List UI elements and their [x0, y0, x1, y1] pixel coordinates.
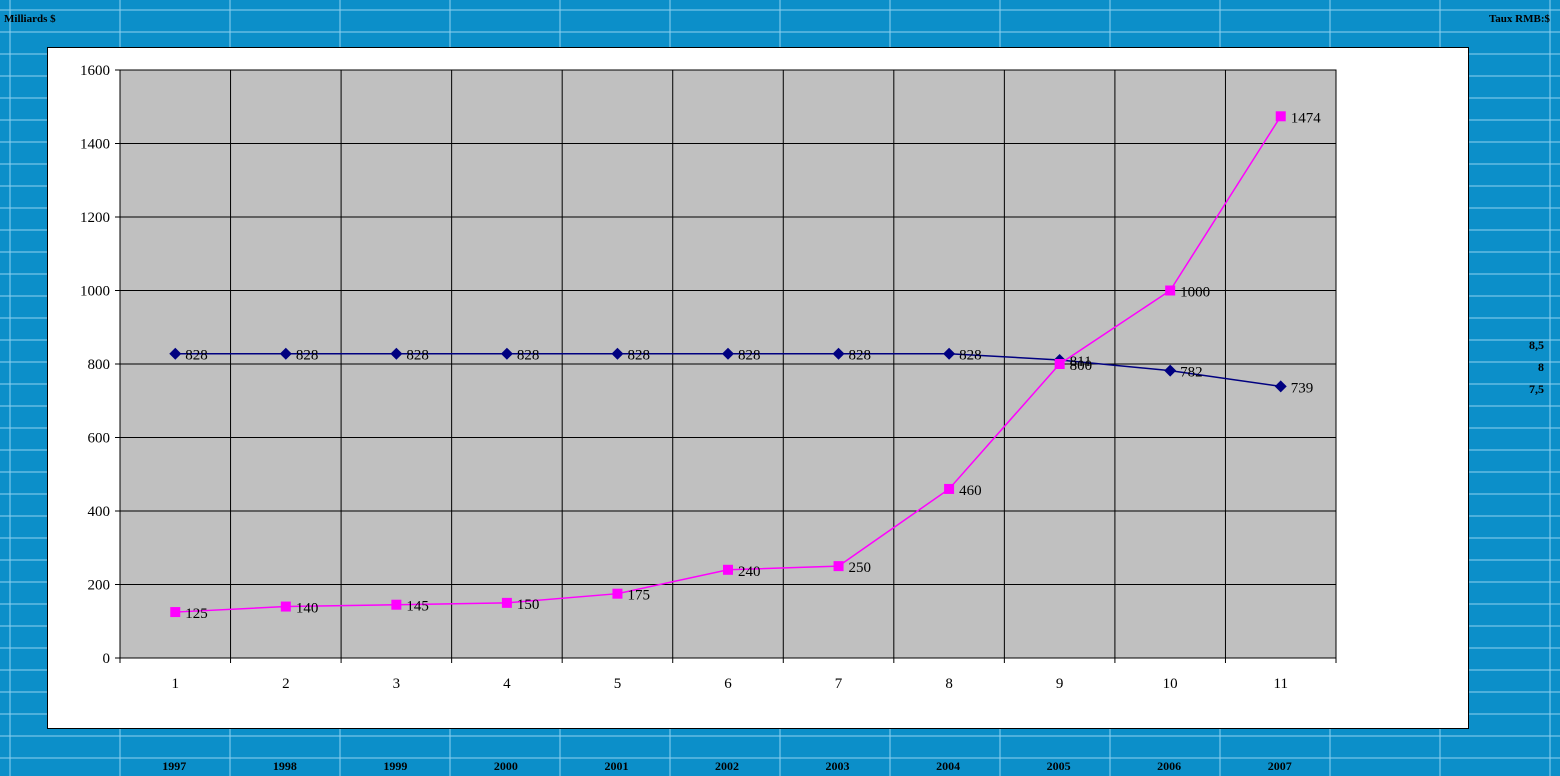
right-axis-tick-8: 8 — [1538, 360, 1544, 374]
series-2-data-label: 250 — [849, 560, 872, 576]
series-2-point — [1275, 111, 1286, 122]
x-tick-label: 6 — [724, 676, 732, 692]
series-1-point — [832, 347, 845, 360]
series-2-data-label: 240 — [738, 564, 761, 580]
series-1-point — [500, 347, 513, 360]
x-tick-label: 7 — [835, 676, 843, 692]
series-1-point — [169, 347, 182, 360]
y-tick-label: 800 — [88, 357, 111, 373]
series-2-point — [833, 561, 844, 572]
x-tick-label: 8 — [945, 676, 953, 692]
series-2-data-label: 1474 — [1291, 110, 1322, 126]
x-tick-label: 10 — [1163, 676, 1178, 692]
x-tick-label: 3 — [393, 676, 401, 692]
series-1-point — [943, 347, 956, 360]
series-1-data-label: 828 — [849, 348, 872, 364]
series-2-data-label: 145 — [406, 599, 429, 615]
series-2-point — [1165, 285, 1176, 296]
series-2-point — [501, 597, 512, 608]
series-2-point — [1054, 359, 1065, 369]
series-1-data-label: 828 — [296, 348, 319, 364]
x-tick-label: 5 — [614, 676, 622, 692]
x-tick-label: 11 — [1274, 676, 1288, 692]
y-tick-label: 600 — [88, 431, 111, 447]
right-axis-tick-8-5: 8,5 — [1529, 338, 1544, 352]
y-tick-label: 1200 — [80, 210, 110, 226]
series-1-point — [1274, 380, 1287, 393]
series-1-data-label: 828 — [185, 348, 208, 364]
series-1-point — [611, 347, 624, 360]
series-1-point — [279, 347, 292, 360]
x-tick-label: 2 — [282, 676, 290, 692]
series-1-data-label: 811 — [1070, 354, 1092, 370]
y-tick-label: 200 — [88, 578, 111, 594]
right-axis-unit-label: Taux RMB:$ — [1488, 13, 1550, 25]
y-tick-label: 1600 — [80, 63, 110, 79]
x-tick-label: 4 — [503, 676, 511, 692]
series-1-data-label: 828 — [738, 348, 761, 364]
series-2-data-label: 800 — [1070, 358, 1093, 374]
chart-panel: 0 200 400 600 800 1000 1200 1400 1600 1 2 3 4 5 6 7 8 9 10… — [47, 47, 1469, 729]
series-2-point — [612, 588, 623, 599]
series-1-data-label: 828 — [517, 348, 540, 364]
series-1-data-label: 828 — [627, 348, 650, 364]
series-2-data-label: 175 — [627, 588, 650, 604]
x-tick-label: 1 — [172, 676, 180, 692]
series-1-data-label: 782 — [1180, 365, 1203, 381]
series-2-point — [944, 483, 955, 494]
y-tick-label: 1400 — [80, 137, 110, 153]
y-tick-label: 1000 — [80, 284, 110, 300]
right-axis-tick-7-5: 7,5 — [1529, 382, 1544, 396]
series-2-point — [723, 564, 733, 575]
series-2-point — [391, 599, 402, 610]
series-2-data-label: 1000 — [1180, 285, 1210, 301]
series-1-point — [390, 347, 403, 360]
series-2-point — [170, 607, 181, 618]
series-2-point — [280, 601, 291, 612]
series-1-point — [1164, 364, 1177, 377]
series-1-data-label: 739 — [1291, 380, 1314, 396]
series-2-data-label: 150 — [517, 597, 540, 613]
series-1-data-label: 828 — [959, 348, 982, 364]
series-1-data-label: 828 — [406, 348, 429, 364]
y-tick-label: 400 — [88, 504, 111, 520]
left-axis-unit-label: Milliards $ — [4, 13, 56, 25]
x-tick-label: 9 — [1056, 676, 1064, 692]
series-1-point — [722, 347, 734, 360]
line-chart: 0 200 400 600 800 1000 1200 1400 1600 1 2 3 4 5 6 7 8 9 10… — [80, 63, 1337, 692]
series-2-data-label: 140 — [296, 601, 319, 617]
series-2-data-label: 460 — [959, 483, 982, 499]
series-2-data-label: 125 — [185, 606, 208, 622]
y-tick-label: 0 — [103, 651, 111, 667]
